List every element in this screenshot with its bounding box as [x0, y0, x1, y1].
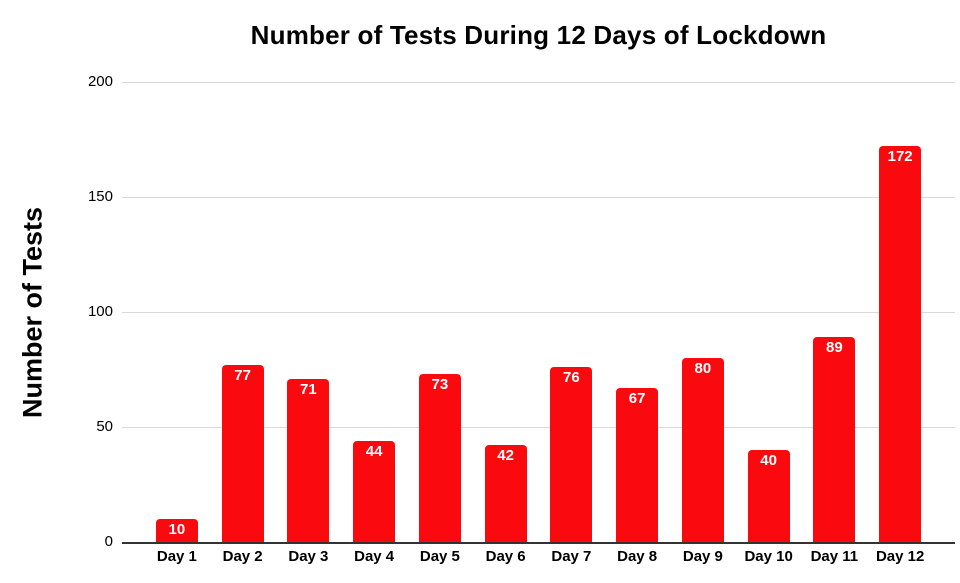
gridline — [122, 82, 955, 83]
bar-value-label: 76 — [563, 369, 580, 387]
y-axis-ticks: 0 50 100 150 200 — [0, 73, 113, 550]
y-tick-label: 150 — [87, 188, 113, 205]
plot-area: 10 77 71 44 73 42 76 67 80 40 89 172 — [122, 82, 955, 544]
bar-cell: 76 — [539, 82, 605, 542]
bar-cell: 73 — [407, 82, 473, 542]
bar-value-label: 10 — [168, 521, 186, 538]
bar-day-11: 89 — [813, 337, 856, 542]
x-axis-labels: Day 1 Day 2 Day 3 Day 4 Day 5 Day 6 Day 7 Day 8… — [122, 548, 955, 565]
bar-day-10: 40 — [747, 450, 790, 542]
bar-value-label: 80 — [694, 360, 712, 377]
x-tick-label: Day 8 — [617, 548, 658, 565]
x-tick-label: Day 6 — [485, 548, 526, 565]
bar-value-label: 89 — [826, 339, 843, 357]
gridline — [122, 197, 955, 198]
bar-value-label: 42 — [497, 447, 514, 465]
bar-cell: 67 — [604, 82, 670, 542]
chart-title: Number of Tests During 12 Days of Lockdo… — [250, 20, 827, 50]
x-tick-label: Day 4 — [354, 548, 395, 565]
bar-value-label: 67 — [628, 389, 646, 407]
x-tick-label: Day 1 — [156, 548, 197, 565]
bar-value-label: 71 — [300, 380, 317, 398]
bar-cell: 77 — [210, 82, 276, 542]
x-tick-label: Day 9 — [682, 548, 723, 565]
bar-day-8: 67 — [616, 387, 659, 542]
bar-cell: 71 — [276, 82, 342, 542]
bar-cell: 40 — [736, 82, 802, 542]
gridline — [122, 312, 955, 313]
y-tick-label: 0 — [104, 533, 113, 550]
bar-day-7: 76 — [550, 367, 593, 542]
bar-day-6: 42 — [484, 445, 527, 542]
bar-day-12: 172 — [879, 146, 922, 542]
bar-day-5: 73 — [418, 374, 461, 542]
x-tick-label: Day 10 — [744, 548, 793, 565]
bars-row: 10 77 71 44 73 42 76 67 80 40 89 172 — [122, 82, 955, 542]
x-tick-label: Day 12 — [875, 548, 925, 565]
x-tick-label: Day 11 — [810, 548, 859, 565]
bar-day-4: 44 — [353, 440, 396, 542]
y-tick-label: 50 — [96, 418, 113, 435]
gridline — [122, 427, 955, 428]
bar-value-label: 172 — [887, 148, 913, 166]
bar-day-9: 80 — [681, 358, 724, 542]
bar-cell: 42 — [473, 82, 539, 542]
bar-cell: 80 — [670, 82, 736, 542]
bar-value-label: 77 — [234, 366, 251, 384]
x-tick-label: Day 2 — [222, 548, 263, 565]
bar-day-1: 10 — [155, 519, 198, 542]
y-tick-label: 100 — [87, 303, 113, 320]
y-tick-label: 200 — [87, 73, 113, 90]
bar-day-3: 71 — [287, 378, 330, 542]
x-tick-label: Day 3 — [288, 548, 329, 565]
bar-cell: 10 — [144, 82, 210, 542]
bar-value-label: 40 — [760, 452, 777, 469]
x-tick-label: Day 7 — [551, 548, 592, 565]
bar-value-label: 44 — [365, 442, 383, 460]
bar-value-label: 73 — [431, 376, 449, 394]
bar-day-2: 77 — [221, 364, 264, 542]
bar-cell: 89 — [802, 82, 868, 542]
bar-cell: 172 — [867, 82, 933, 542]
bar-cell: 44 — [341, 82, 407, 542]
x-tick-label: Day 5 — [419, 548, 460, 565]
